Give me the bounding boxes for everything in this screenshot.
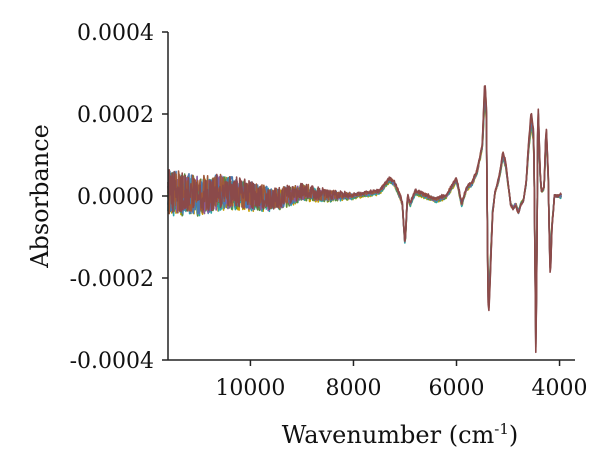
x-axis-label: Wavenumber (cm-1) (282, 420, 519, 449)
x-tick-label: 10000 (215, 376, 285, 401)
y-tick-label: -0.0004 (70, 349, 154, 374)
y-tick-label: 0.0004 (77, 21, 154, 46)
x-axis-label-sup: -1 (494, 420, 509, 438)
y-tick-label: -0.0002 (70, 267, 154, 292)
spectrum-series-line (167, 94, 562, 340)
spectra-lines (167, 85, 562, 354)
x-tick-label: 8000 (325, 376, 381, 401)
y-ticks: 0.0004 0.0002 0.0000 -0.0002 -0.0004 (70, 21, 168, 374)
spectrum-series-line (167, 96, 562, 336)
spectrum-series-line (167, 85, 562, 354)
y-tick-label: 0.0002 (77, 103, 154, 128)
x-axis-label-main: Wavenumber (cm (282, 421, 495, 449)
spectrum-series-line (167, 89, 562, 345)
x-ticks: 10000 8000 6000 4000 (215, 360, 588, 401)
y-tick-label: 0.0000 (77, 185, 154, 210)
y-axis-label: Absorbance (26, 124, 54, 269)
x-axis-label-close: ) (509, 421, 518, 449)
x-tick-label: 6000 (429, 376, 485, 401)
spectrum-series-line (167, 87, 562, 349)
x-tick-label: 4000 (532, 376, 588, 401)
spectrum-series-line (167, 100, 562, 331)
spectrum-series-line (167, 101, 562, 327)
